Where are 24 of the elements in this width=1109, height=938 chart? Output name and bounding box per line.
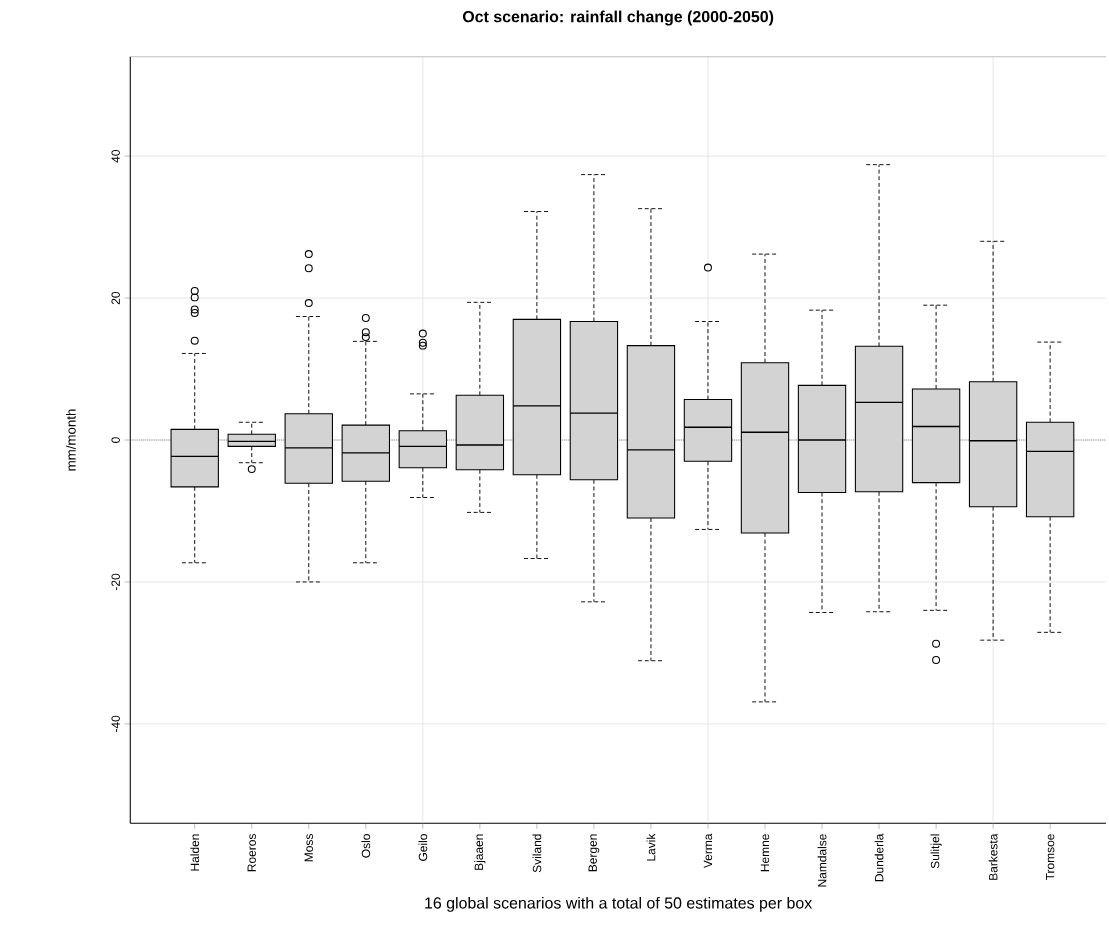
y-tick-label: 40 <box>111 150 120 163</box>
x-tick-label: Oslo <box>361 834 371 858</box>
x-tick-label: Geilo <box>418 834 428 861</box>
y-tick-label: -20 <box>111 573 120 591</box>
x-tick-label: Moss <box>304 834 313 862</box>
x-tick-label: Halden <box>190 834 200 871</box>
x-tick-label: Lavik <box>646 833 656 861</box>
x-tick-label: Bergen <box>588 834 600 872</box>
x-tick-label: Namdalse <box>817 834 827 887</box>
x-tick-label: Bjaaen <box>474 834 486 870</box>
y-tick-label: 20 <box>111 291 120 305</box>
x-tick-label: Barkesta <box>988 833 998 880</box>
y-tick-label: 0 <box>111 437 120 443</box>
x-tick-label: Sulitjel <box>930 834 942 869</box>
x-axis-title: 16 global scenarios with a total of 50 estimates per box <box>425 897 813 912</box>
y-axis-title: mm/month <box>65 409 76 471</box>
chart-title: Oct scenario: rainfall change (2000-2050) <box>462 10 774 26</box>
x-tick-label: Sviland <box>532 834 542 873</box>
y-tick-label: -40 <box>111 715 120 733</box>
x-tick-label: Roeros <box>247 834 256 872</box>
x-tick-label: Dunderla <box>874 833 884 882</box>
x-tick-label: Hemne <box>760 834 770 872</box>
x-tick-label: Verma <box>703 833 713 869</box>
x-tick-label: Tromsoe <box>1045 834 1055 881</box>
